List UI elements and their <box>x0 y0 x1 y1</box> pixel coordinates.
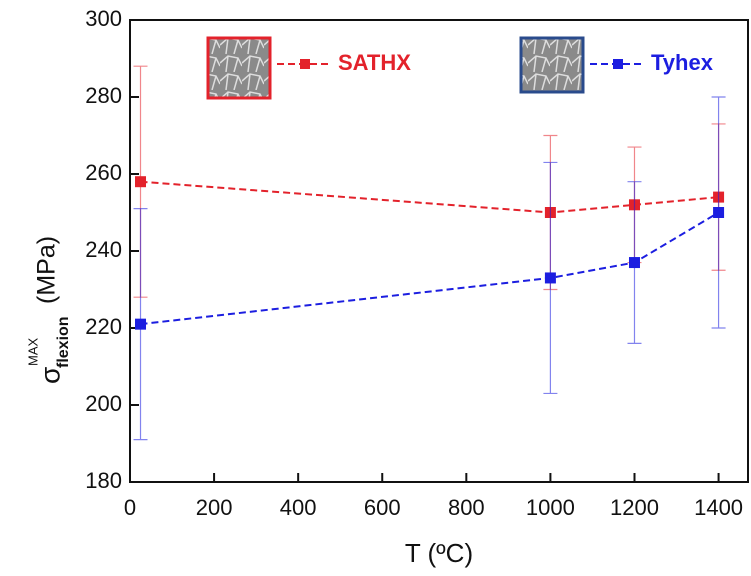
y-tick-label: 280 <box>85 83 122 108</box>
series-line <box>140 211 720 326</box>
y-axis-label: σ MAX flexion (MPa) <box>25 236 72 384</box>
x-axis-label: T (ºC) <box>405 538 473 568</box>
x-tick-label: 800 <box>448 495 485 520</box>
point <box>713 207 725 218</box>
series-line <box>140 180 719 214</box>
y-tick-label: 240 <box>85 237 122 262</box>
y-label-symbol: σ <box>34 367 65 384</box>
point <box>544 272 556 284</box>
y-tick-label: 220 <box>85 314 122 339</box>
y-label-unit: (MPa) <box>33 236 61 304</box>
x-tick-label: 1000 <box>526 495 575 520</box>
legend-label: SATHX <box>338 50 411 75</box>
x-tick-label: 1200 <box>610 495 659 520</box>
y-tick-label: 300 <box>85 6 122 31</box>
legend-image <box>206 36 272 100</box>
x-tick-label: 400 <box>280 495 317 520</box>
x-tick-label: 0 <box>124 495 136 520</box>
y-label-superscript: MAX <box>25 338 40 367</box>
x-tick-label: 600 <box>364 495 401 520</box>
x-tick-label: 1400 <box>694 495 743 520</box>
y-label-subscript: flexion <box>55 316 72 368</box>
legend-marker <box>300 59 310 69</box>
legend-marker <box>613 59 623 69</box>
legend-image <box>519 36 585 94</box>
point <box>628 257 640 269</box>
y-tick-label: 200 <box>85 391 122 416</box>
point <box>135 176 147 188</box>
x-tick-label: 200 <box>196 495 233 520</box>
y-tick-label: 180 <box>85 468 122 493</box>
point <box>135 318 147 330</box>
legend-label: Tyhex <box>651 50 714 75</box>
y-tick-label: 260 <box>85 160 122 185</box>
